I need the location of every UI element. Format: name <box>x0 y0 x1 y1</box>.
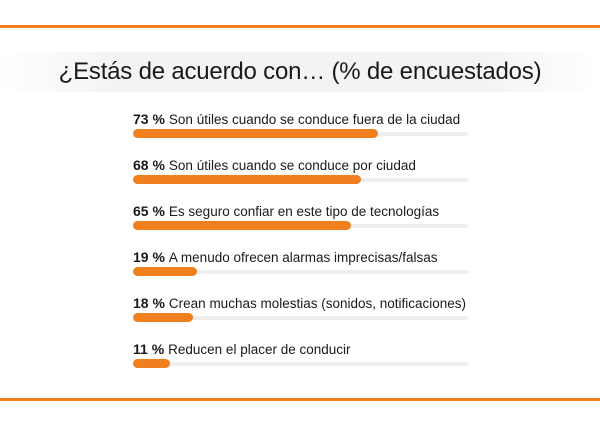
bottom-orange-rule <box>0 398 600 401</box>
bar-row: 68 % Son útiles cuando se conduce por ciu… <box>133 156 468 196</box>
bar <box>133 267 197 276</box>
bar <box>133 359 170 368</box>
bar-label: 73 % Son útiles cuando se conduce fuera d… <box>133 110 460 129</box>
bar-row: 18 % Crean muchas molestias (sonidos, not… <box>133 294 468 334</box>
bar-category-label: Crean muchas molestias (sonidos, notific… <box>168 296 467 311</box>
bar-category-label: Son útiles cuando se conduce fuera de la… <box>168 112 461 127</box>
bar-value-label: 19 % <box>133 249 165 265</box>
bar-track <box>133 316 468 320</box>
bar-value-label: 73 % <box>133 111 165 127</box>
bar-value-label: 65 % <box>133 203 165 219</box>
bar-value-label: 68 % <box>133 157 165 173</box>
bar-row: 11 % Reducen el placer de conducir <box>133 340 468 380</box>
title-band <box>0 52 600 92</box>
bar-category-label: Reducen el placer de conducir <box>168 342 351 357</box>
chart-title: ¿Estás de acuerdo con… (% de encuestados… <box>58 58 542 85</box>
bar-label: 68 % Son útiles cuando se conduce por ciu… <box>133 156 416 175</box>
bar <box>133 175 361 184</box>
bar-row: 19 % A menudo ofrecen alarmas imprecisas/… <box>133 248 468 288</box>
bar-label: 18 % Crean muchas molestias (sonidos, not… <box>133 294 466 313</box>
bar-row: 65 % Es seguro confiar en este tipo de te… <box>133 202 468 242</box>
bar-row: 73 % Son útiles cuando se conduce fuera d… <box>133 110 468 150</box>
bar-label: 19 % A menudo ofrecen alarmas imprecisas/… <box>133 248 438 267</box>
bar-category-label: Son útiles cuando se conduce por ciudad <box>168 158 416 173</box>
bar-label: 65 % Es seguro confiar en este tipo de te… <box>133 202 439 221</box>
bar <box>133 129 378 138</box>
bar-value-label: 18 % <box>133 295 165 311</box>
bar-label: 11 % Reducen el placer de conducir <box>133 340 351 359</box>
bar <box>133 221 351 230</box>
top-orange-rule <box>0 25 600 28</box>
bar-category-label: A menudo ofrecen alarmas imprecisas/fals… <box>168 250 438 265</box>
bar-category-label: Es seguro confiar en este tipo de tecnol… <box>168 204 440 219</box>
bar <box>133 313 193 322</box>
bar-value-label: 11 % <box>133 341 165 357</box>
bar-track <box>133 270 468 274</box>
bar-track <box>133 362 468 366</box>
